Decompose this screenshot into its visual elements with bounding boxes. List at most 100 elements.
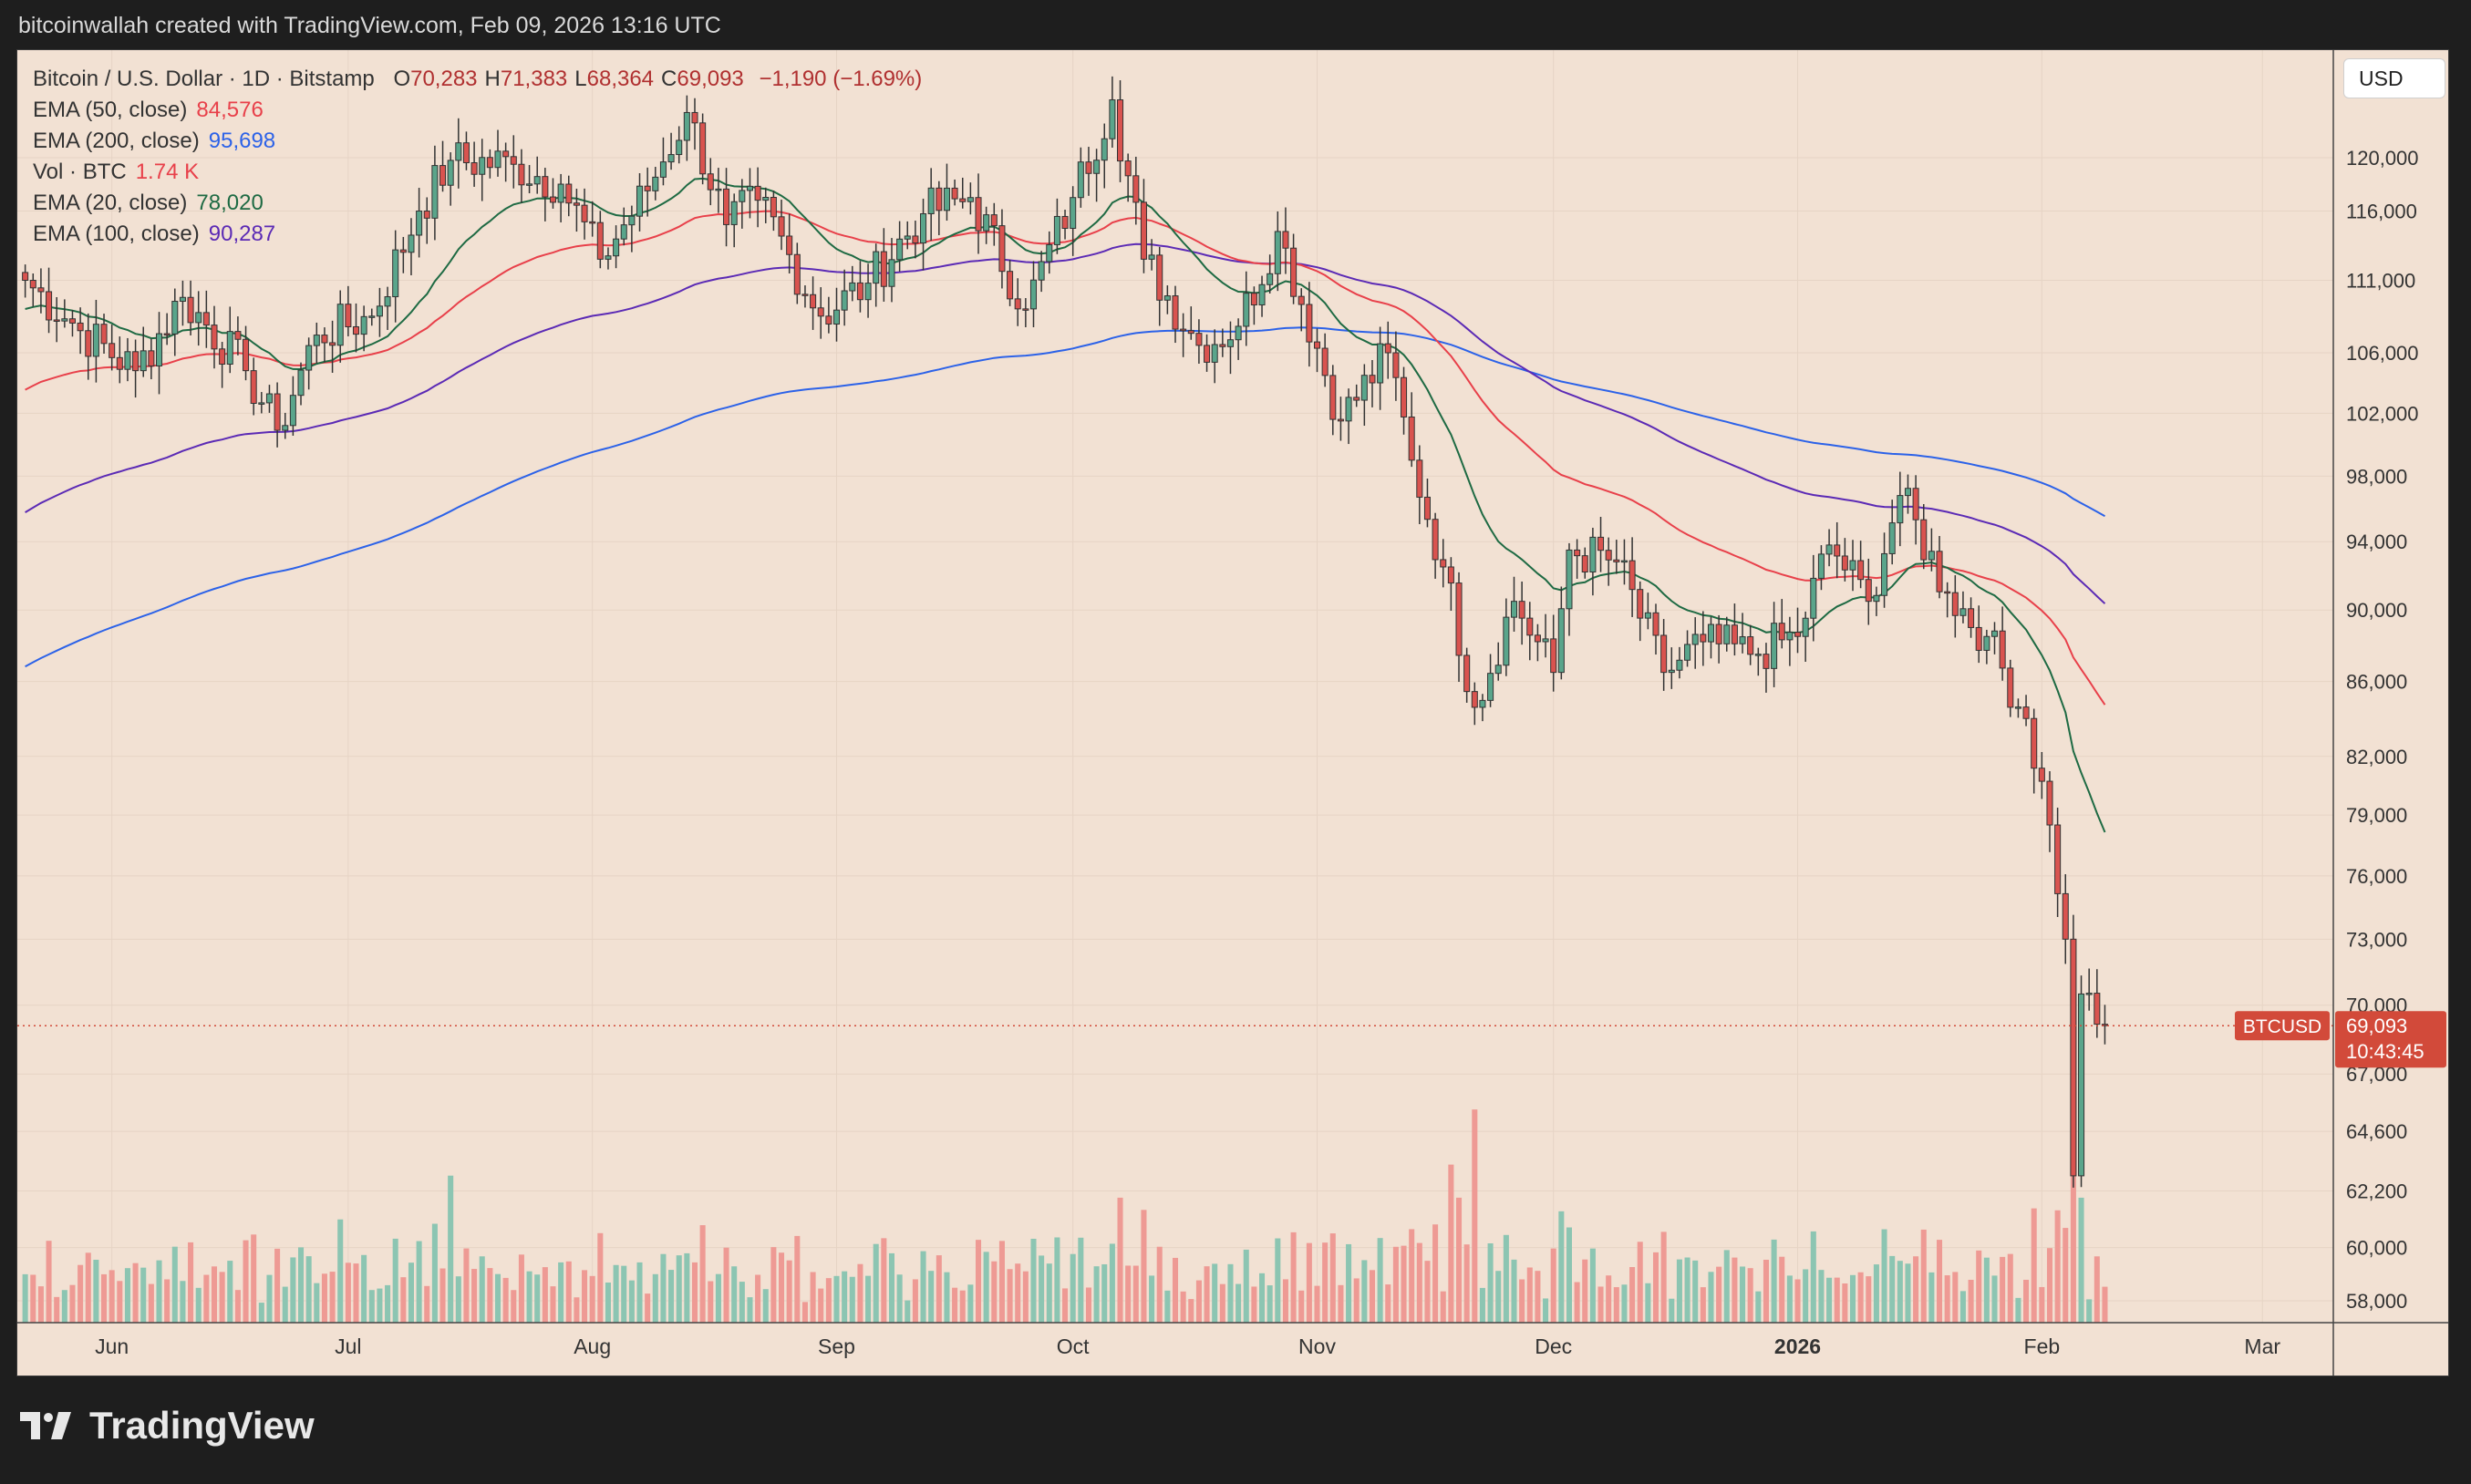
tradingview-logo[interactable]: TradingView [20,1404,315,1448]
volume-bar [779,1252,785,1323]
chart-legend: Bitcoin / U.S. Dollar · 1D · Bitstamp O7… [33,64,922,250]
price-chart[interactable]: 58,00060,00062,20064,60067,00070,00073,0… [17,50,2448,1376]
volume-bar [920,1251,926,1323]
volume-bar [2046,1248,2053,1323]
indicator-row[interactable]: EMA (100, close) 90,287 [33,219,922,250]
volume-bar [565,1261,572,1323]
candle-body [68,318,76,324]
volume-bar [1684,1257,1690,1323]
volume-bar [1732,1257,1738,1323]
candle-body [943,187,950,211]
time-axis-label: Mar [2244,1335,2280,1358]
candle-body [1566,549,1573,610]
candle-body [1392,352,1400,378]
candle-body [1156,254,1163,301]
volume-bar [715,1273,721,1323]
candle-body [1944,591,1951,594]
candle-body [1771,623,1778,669]
volume-bar [857,1263,863,1323]
volume-bar [1889,1255,1896,1323]
candle-body [2101,1024,2108,1026]
volume-bar [1700,1287,1706,1323]
volume-bar [471,1269,478,1323]
candle-body [479,157,486,175]
volume-bar [124,1268,130,1323]
candle-body [1794,632,1802,637]
candle-body [1676,659,1683,671]
volume-bar [1132,1265,1139,1323]
volume-bar [1818,1270,1825,1323]
time-axis-label: Sep [818,1335,855,1358]
time-axis-label: Dec [1535,1335,1572,1358]
candle-body [746,185,753,191]
volume-bar [1141,1210,1147,1323]
symbol-name[interactable]: Bitcoin / U.S. Dollar · 1D · Bitstamp [33,67,375,91]
indicator-row[interactable]: EMA (50, close) 84,576 [33,95,922,126]
volume-bar [1613,1287,1619,1323]
candle-body [53,319,60,322]
volume-bar [849,1276,855,1323]
candle-body [549,196,557,203]
volume-bar [1267,1285,1273,1323]
indicator-row[interactable]: EMA (200, close) 95,698 [33,126,922,157]
candle-body [274,393,281,431]
volume-bar [1188,1299,1194,1323]
volume-bar [2086,1299,2093,1323]
volume-bar [54,1296,60,1323]
price-axis-label: 82,000 [2346,746,2407,768]
volume-bar [1401,1245,1407,1323]
currency-button[interactable]: USD [2343,58,2445,98]
candle-body [1226,339,1235,347]
candle-body [1810,577,1817,619]
candle-body [132,351,140,372]
indicator-row[interactable]: EMA (20, close) 78,020 [33,188,922,219]
candle-body [959,198,967,202]
candle-body [1440,559,1447,568]
candle-body [1605,550,1612,561]
candle-body [620,224,627,240]
candle-body [849,282,856,292]
candle-body [408,234,415,253]
candle-body [730,201,738,225]
candle-body [1101,138,1108,161]
candle-body [904,235,911,240]
volume-bar [1015,1263,1021,1323]
candle-body [345,304,352,327]
candle-body [289,395,296,427]
current-price-label: 69,093 [2346,1015,2407,1037]
volume-bar [1030,1238,1037,1323]
volume-bar [282,1286,288,1323]
candle-body [1494,665,1502,675]
candle-body [1487,673,1494,701]
volume-bar [944,1272,950,1323]
candle-body [888,259,895,287]
volume-bar [1219,1283,1225,1323]
volume-bar [1361,1260,1368,1323]
candle-body [936,187,943,211]
volume-bar [739,1282,745,1323]
volume-bar [1692,1260,1699,1323]
candle-body [1337,418,1344,422]
candle-body [1715,623,1722,644]
candle-body [1613,559,1620,562]
candle-body [1243,293,1250,327]
volume-bar [1472,1109,1478,1323]
volume-bar [975,1240,982,1323]
indicator-name: EMA (100, close) [33,222,200,246]
candle-body [723,188,730,225]
volume-bar [1991,1275,1998,1323]
volume-bar [684,1252,690,1323]
volume-bar [1078,1237,1084,1323]
volume-bar [1621,1284,1628,1323]
volume-bar [2023,1279,2030,1323]
volume-bar [1416,1242,1422,1323]
volume-bar [708,1281,714,1323]
ema50-line [25,210,2106,706]
volume-bar [22,1273,28,1323]
candle-body [2038,768,2045,782]
candle-body [1093,160,1101,174]
volume-bar [243,1240,249,1323]
candle-body [1557,608,1565,674]
candle-body [667,154,675,163]
indicator-row[interactable]: Vol · BTC 1.74 K [33,157,922,188]
